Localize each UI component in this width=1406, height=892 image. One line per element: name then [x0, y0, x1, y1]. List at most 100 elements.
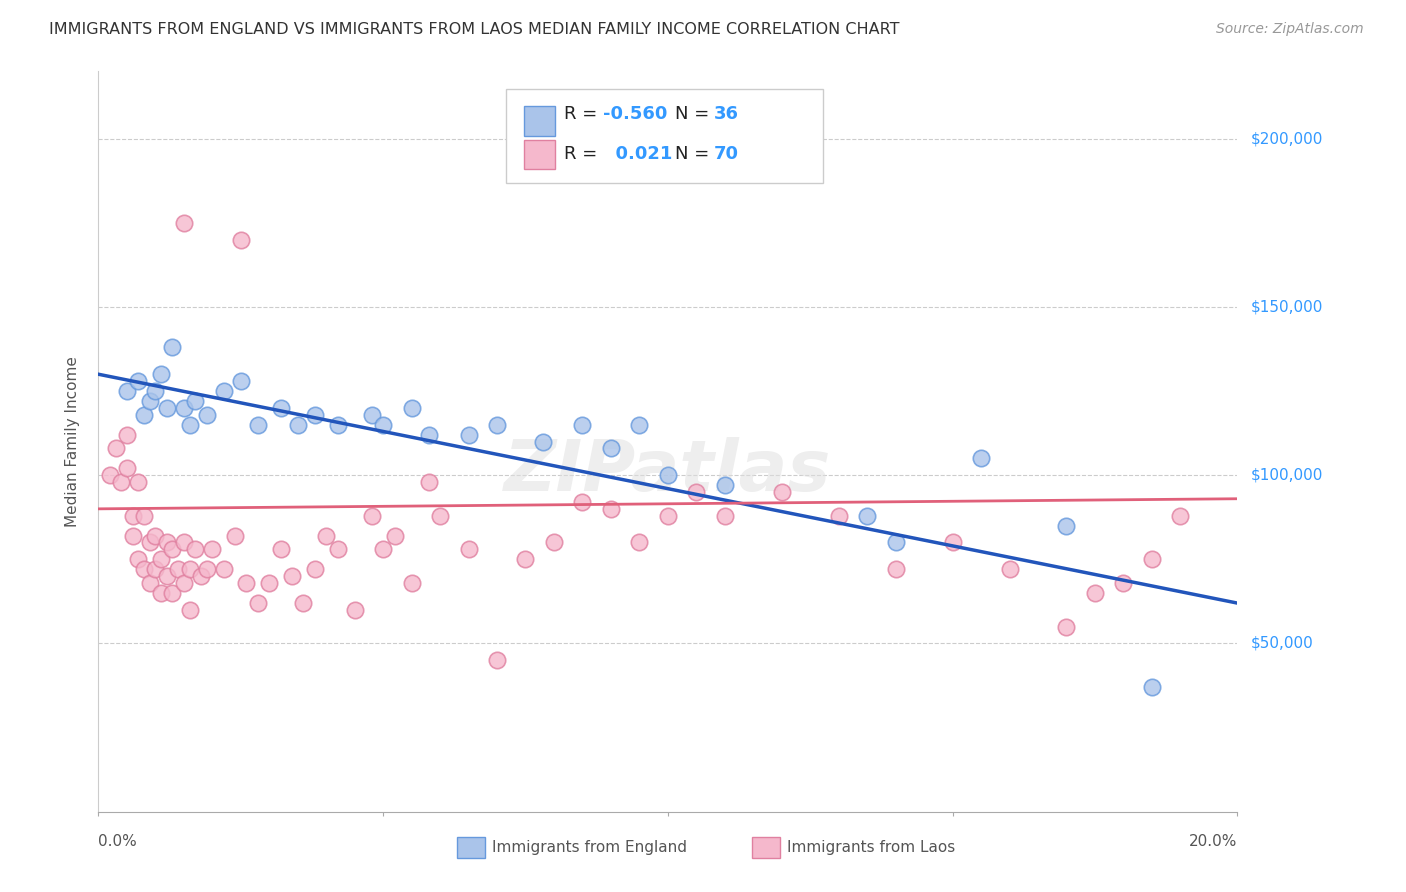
Point [384, 529, 406, 543]
Text: Immigrants from Laos: Immigrants from Laos [787, 840, 956, 855]
Point [201, 542, 224, 557]
Point [224, 529, 246, 543]
Point [360, 508, 382, 523]
Point [343, 603, 366, 617]
Point [884, 562, 907, 576]
Point [281, 569, 304, 583]
Point [184, 542, 207, 557]
Point [429, 508, 451, 523]
Point [486, 653, 509, 667]
Text: $150,000: $150,000 [1251, 300, 1323, 314]
Point [543, 535, 565, 549]
Point [190, 569, 212, 583]
Point [373, 417, 395, 432]
Point [121, 508, 143, 523]
Point [457, 542, 479, 557]
Point [162, 542, 184, 557]
Text: -0.560: -0.560 [603, 105, 668, 123]
Point [145, 529, 167, 543]
Point [212, 384, 235, 398]
Point [1056, 619, 1078, 633]
Point [150, 586, 173, 600]
Point [259, 575, 281, 590]
Point [1084, 586, 1107, 600]
Point [229, 233, 252, 247]
Point [401, 401, 423, 415]
Text: $100,000: $100,000 [1251, 467, 1323, 483]
Point [401, 575, 423, 590]
Point [229, 374, 252, 388]
Text: Source: ZipAtlas.com: Source: ZipAtlas.com [1216, 22, 1364, 37]
Point [179, 603, 201, 617]
Point [304, 562, 326, 576]
Point [132, 562, 155, 576]
Point [115, 427, 138, 442]
Point [884, 535, 907, 549]
Point [127, 374, 149, 388]
Point [418, 427, 440, 442]
Point [1140, 552, 1163, 566]
Text: 70: 70 [714, 145, 740, 163]
Point [292, 596, 315, 610]
Text: IMMIGRANTS FROM ENGLAND VS IMMIGRANTS FROM LAOS MEDIAN FAMILY INCOME CORRELATION: IMMIGRANTS FROM ENGLAND VS IMMIGRANTS FR… [49, 22, 900, 37]
Text: $200,000: $200,000 [1251, 131, 1323, 146]
Text: R =: R = [564, 105, 603, 123]
Text: Immigrants from England: Immigrants from England [492, 840, 688, 855]
Point [167, 562, 190, 576]
Point [457, 427, 479, 442]
Point [714, 508, 737, 523]
Point [628, 535, 651, 549]
Point [121, 529, 143, 543]
Point [418, 475, 440, 489]
Point [212, 562, 235, 576]
Point [360, 408, 382, 422]
Point [287, 417, 309, 432]
Text: 0.021: 0.021 [603, 145, 672, 163]
Point [628, 417, 651, 432]
Point [970, 451, 993, 466]
Point [270, 401, 292, 415]
Point [1112, 575, 1135, 590]
Point [571, 417, 593, 432]
Point [657, 508, 679, 523]
Point [156, 535, 179, 549]
Point [1056, 518, 1078, 533]
Point [173, 216, 195, 230]
Point [138, 394, 160, 409]
Point [138, 575, 160, 590]
Point [150, 552, 173, 566]
Point [173, 575, 195, 590]
Point [98, 468, 121, 483]
Point [326, 417, 349, 432]
Point [685, 485, 707, 500]
Point [270, 542, 292, 557]
Point [138, 535, 160, 549]
Text: 36: 36 [714, 105, 740, 123]
Point [127, 552, 149, 566]
Point [115, 461, 138, 475]
Point [571, 495, 593, 509]
Point [150, 368, 173, 382]
Text: R =: R = [564, 145, 603, 163]
Point [156, 569, 179, 583]
Text: 20.0%: 20.0% [1189, 834, 1237, 849]
Point [373, 542, 395, 557]
Text: N =: N = [675, 105, 714, 123]
Point [115, 384, 138, 398]
Point [531, 434, 554, 449]
Point [195, 408, 218, 422]
Point [110, 475, 132, 489]
Y-axis label: Median Family Income: Median Family Income [65, 356, 80, 527]
Point [515, 552, 537, 566]
Point [828, 508, 851, 523]
Point [162, 586, 184, 600]
Point [1170, 508, 1192, 523]
Point [1140, 680, 1163, 694]
Point [145, 562, 167, 576]
Point [179, 417, 201, 432]
Point [195, 562, 218, 576]
Point [173, 401, 195, 415]
Point [246, 596, 269, 610]
Text: N =: N = [675, 145, 714, 163]
Point [486, 417, 509, 432]
